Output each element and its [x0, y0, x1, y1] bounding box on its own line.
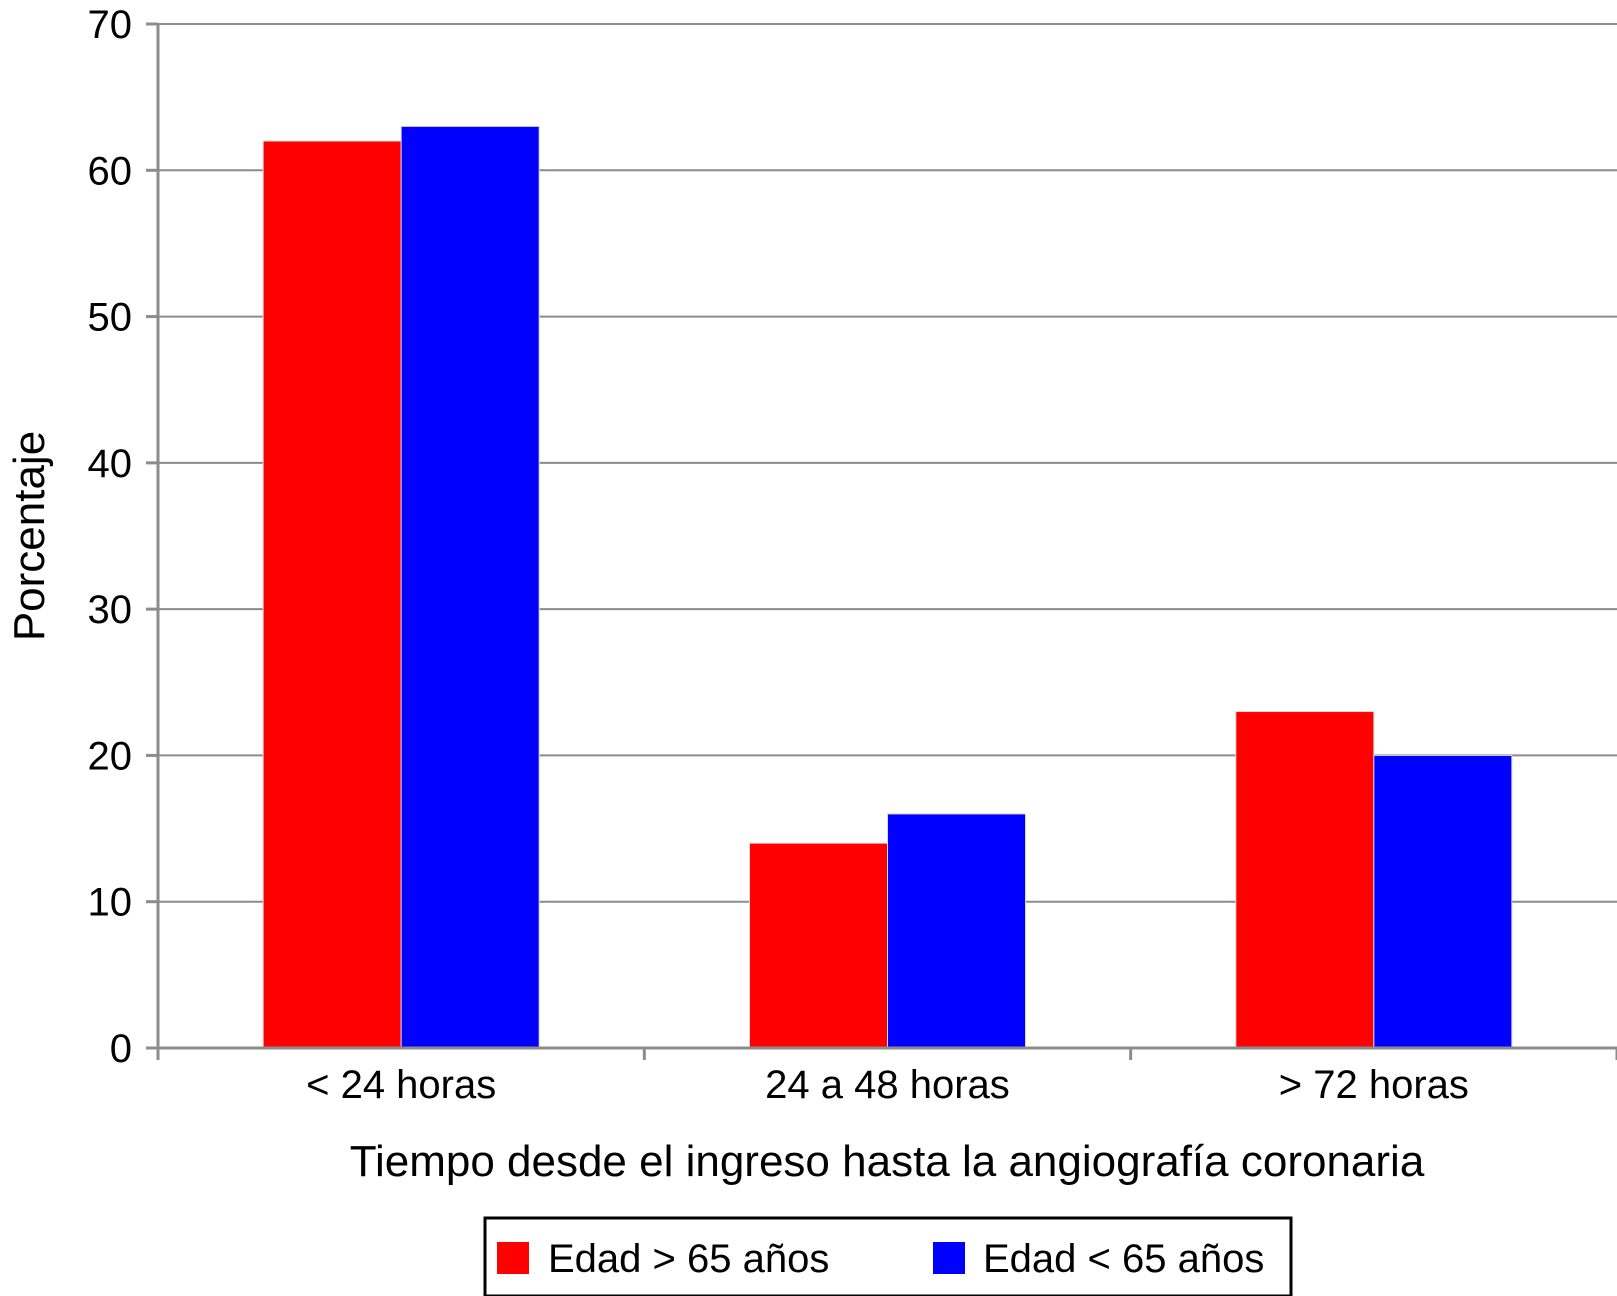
x-tick-label: < 24 horas [306, 1063, 496, 1107]
legend-label-series-2: Edad < 65 años [983, 1237, 1264, 1281]
bar-1-1 [262, 140, 402, 1049]
bar-2-1 [400, 125, 540, 1049]
x-axis-title: Tiempo desde el ingreso hasta la angiogr… [350, 1137, 1425, 1186]
legend-swatch-series-1 [497, 1242, 529, 1274]
y-ticks: 0 10 20 30 40 50 60 70 [88, 3, 158, 1071]
x-tick-label: 24 a 48 horas [765, 1063, 1010, 1107]
y-tick-label: 60 [88, 149, 133, 193]
y-tick-label: 50 [88, 296, 133, 340]
legend-label-series-1: Edad > 65 años [548, 1237, 829, 1281]
y-axis-title: Porcentaje [5, 431, 54, 641]
y-tick-label: 30 [88, 588, 133, 632]
y-tick-label: 0 [110, 1027, 132, 1071]
legend-swatch-series-2 [933, 1242, 965, 1274]
axes [156, 24, 1617, 1050]
x-ticks: < 24 horas 24 a 48 horas > 72 horas [156, 1048, 1617, 1107]
legend: Edad > 65 años Edad < 65 años [483, 1216, 1293, 1296]
bar-2-3 [1373, 754, 1513, 1049]
bar-1-3 [1235, 711, 1375, 1049]
y-tick-label: 20 [88, 734, 133, 778]
y-tick-label: 10 [88, 881, 133, 925]
y-tick-label: 40 [88, 442, 133, 486]
bars [262, 125, 1513, 1049]
bar-1-2 [749, 842, 888, 1049]
bar-2-2 [887, 813, 1026, 1049]
x-tick-label: > 72 horas [1279, 1063, 1469, 1107]
y-tick-label: 70 [88, 3, 133, 47]
legend-box [483, 1216, 1293, 1296]
